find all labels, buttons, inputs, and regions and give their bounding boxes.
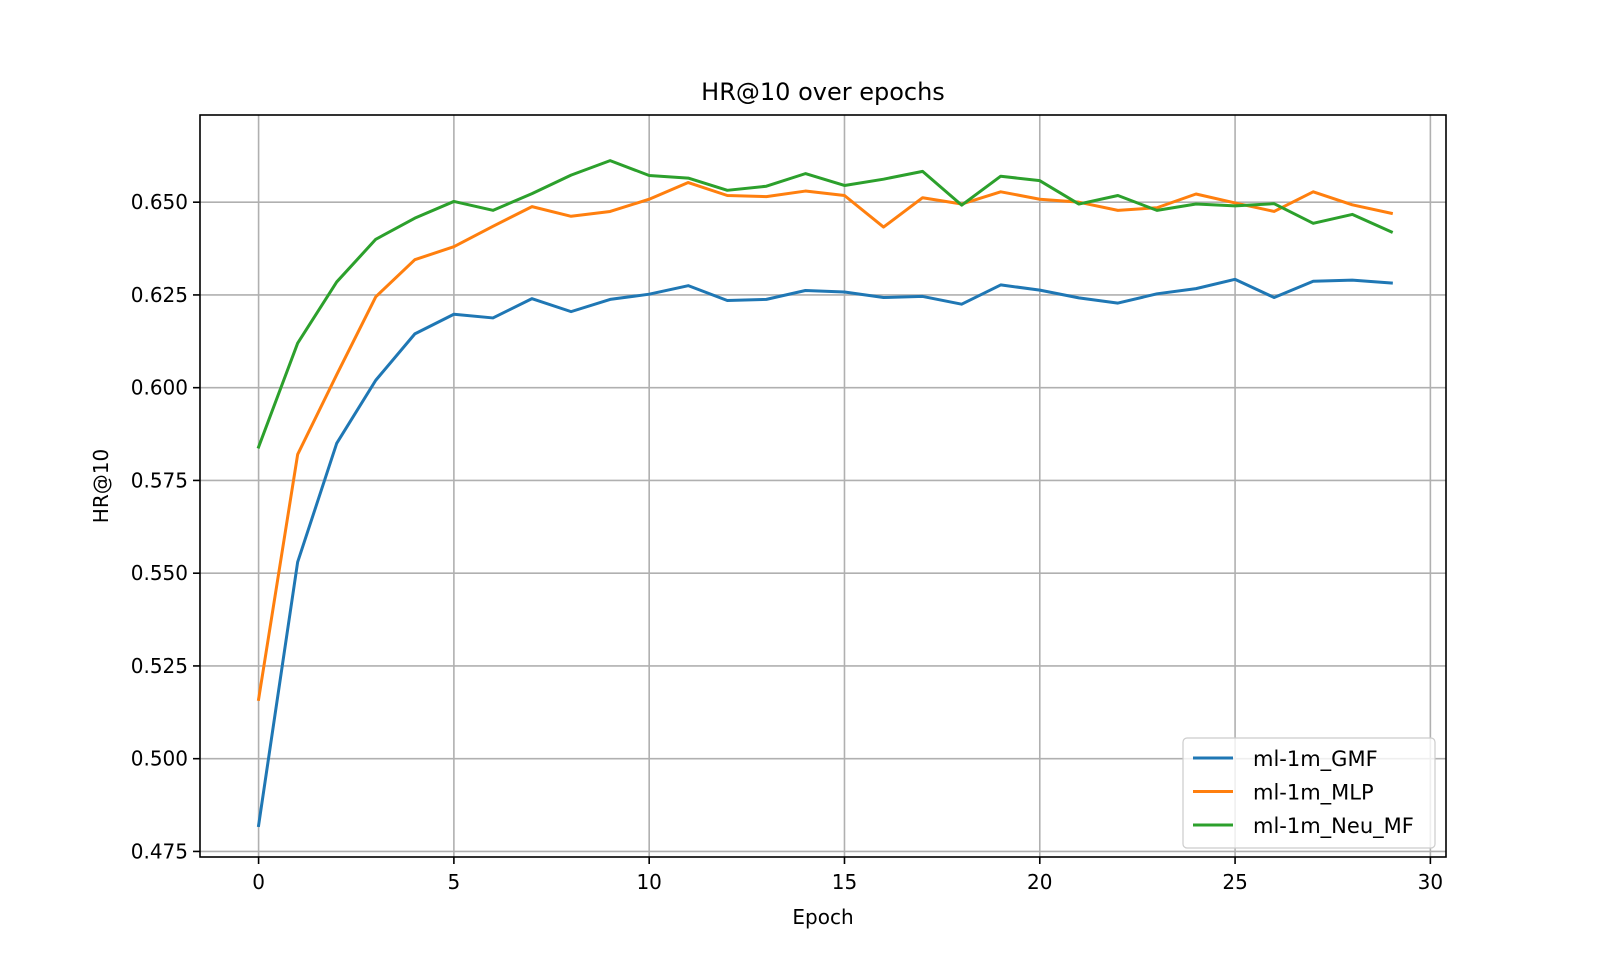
x-tick-label: 0 [252,870,265,894]
y-tick-label: 0.650 [131,190,188,214]
grid [200,115,1446,857]
y-tick-label: 0.500 [131,747,188,771]
x-tick-label: 20 [1027,870,1052,894]
x-tick-label: 15 [832,870,857,894]
series-line-ml-1m-mlp [256,181,1394,702]
x-axis-title: Epoch [792,905,853,929]
y-tick-label: 0.575 [131,468,188,492]
y-tick-label: 0.625 [131,283,188,307]
x-tick-label: 10 [636,870,661,894]
x-tick-label: 5 [448,870,461,894]
plot-frame [199,114,1447,858]
legend-items: ml-1m_GMF ml-1m_MLP ml-1m_Neu_MF [1193,747,1414,839]
y-axis-ticks: 0.475 0.500 0.525 0.550 0.575 0.600 0.625 0.650 [131,190,200,863]
y-tick-label: 0.525 [131,654,188,678]
legend-label: ml-1m_Neu_MF [1253,814,1414,839]
x-tick-label: 25 [1222,870,1247,894]
x-tick-label: 30 [1418,870,1443,894]
legend-item: ml-1m_MLP [1193,781,1374,806]
y-axis-title: HR@10 [89,449,113,523]
y-tick-label: 0.600 [131,376,188,400]
series-lines [256,159,1394,828]
chart-title: HR@10 over epochs [701,78,945,106]
legend-label: ml-1m_MLP [1253,781,1374,806]
legend: ml-1m_GMF ml-1m_MLP ml-1m_Neu_MF [1182,737,1436,849]
series-line-ml-1m-gmf [256,277,1393,828]
series-line-ml-1m-neu-mf [256,159,1394,449]
legend-item: ml-1m_GMF [1193,747,1378,772]
y-tick-label: 0.550 [131,561,188,585]
y-tick-label: 0.475 [131,839,188,863]
legend-box [1182,737,1436,849]
x-axis-ticks: 0 5 10 15 20 25 30 [252,857,1443,894]
legend-label: ml-1m_GMF [1253,747,1378,772]
legend-item: ml-1m_Neu_MF [1193,814,1414,839]
